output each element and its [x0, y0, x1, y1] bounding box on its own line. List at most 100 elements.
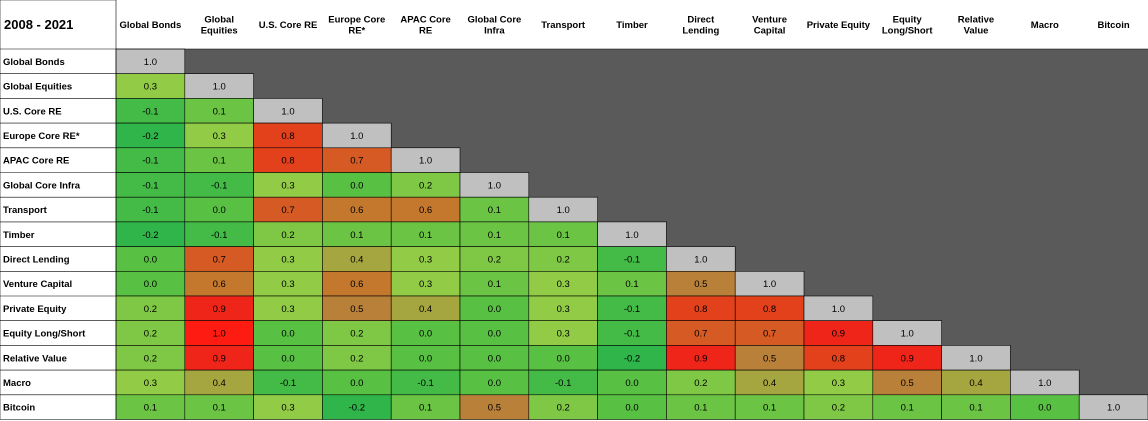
heatmap-cell	[941, 394, 1011, 420]
diagonal-cell	[872, 320, 942, 346]
row-header-venture-capital: Venture Capital	[3, 279, 72, 290]
diagonal-cell	[528, 196, 598, 223]
column-header-line: Global Bonds	[120, 20, 182, 31]
cell-value: 0.0	[350, 378, 363, 389]
heatmap-cell	[184, 122, 254, 149]
cell-value: 0.0	[213, 205, 226, 216]
column-header-line: Global	[204, 15, 234, 26]
heatmap-cell	[253, 147, 323, 173]
column-header-europe-core-re: Europe Core RE*	[328, 15, 385, 37]
row-header-relative-value: Relative Value	[3, 353, 67, 364]
row-header-equity-long-short: Equity Long/Short	[3, 329, 86, 340]
row-header-global-core-infra: Global Core Infra	[3, 180, 81, 191]
heatmap-cell	[322, 147, 392, 173]
cell-value: 1.0	[144, 57, 157, 68]
cell-value: 0.3	[213, 131, 226, 142]
cell-value: 0.0	[488, 378, 501, 389]
cell-value: 0.1	[625, 279, 638, 290]
column-header-bitcoin: Bitcoin	[1097, 20, 1129, 31]
heatmap-cell	[253, 369, 323, 396]
row-header-timber: Timber	[3, 230, 35, 241]
cell-value: 0.3	[557, 279, 570, 290]
heatmap-cell	[253, 122, 323, 149]
cell-value: 0.0	[488, 304, 501, 315]
heatmap-cell	[734, 394, 805, 420]
cell-value: 0.0	[144, 254, 157, 265]
matrix-cells: 1.0 0.3 1.0 -0.1 0.1 1.0 -0.2 0.3 0.8 1.0 -0.1 0.1 0…	[115, 48, 1148, 420]
column-header-line: Capital	[754, 26, 786, 37]
diagonal-cell	[1010, 369, 1080, 396]
cell-value: -0.1	[417, 378, 433, 389]
cell-value: 1.0	[832, 304, 845, 315]
heatmap-cell	[253, 196, 323, 223]
heatmap-cell	[322, 172, 392, 198]
column-header-global-bonds: Global Bonds	[120, 20, 182, 31]
cell-value: 0.5	[694, 279, 707, 290]
cell-value: 0.3	[419, 279, 432, 290]
heatmap-cell	[115, 270, 186, 297]
cell-value: 0.1	[901, 403, 914, 414]
row-header-global-equities: Global Equities	[3, 82, 72, 93]
cell-value: 0.6	[419, 205, 432, 216]
heatmap-cell	[253, 172, 323, 198]
heatmap-cell	[390, 246, 461, 272]
cell-value: 0.9	[213, 353, 226, 364]
column-header-line: Timber	[616, 20, 648, 31]
cell-value: 0.1	[557, 230, 570, 241]
cell-value: 0.4	[969, 378, 982, 389]
cell-value: 0.2	[350, 353, 363, 364]
heatmap-cell	[115, 320, 186, 346]
heatmap-cell	[803, 394, 874, 420]
heatmap-cell	[734, 320, 805, 346]
cell-value: 0.2	[557, 403, 570, 414]
heatmap-cell	[322, 295, 392, 322]
cell-value: 0.0	[625, 378, 638, 389]
diagonal-cell	[597, 221, 667, 247]
row-header-global-bonds: Global Bonds	[3, 57, 65, 68]
column-header-direct-lending: Direct Lending	[682, 15, 719, 37]
cell-value: 1.0	[694, 254, 707, 265]
heatmap-cell	[390, 369, 461, 396]
cell-value: 0.7	[694, 329, 707, 340]
heatmap-cell	[872, 394, 942, 420]
column-header-line: Value	[964, 26, 989, 37]
cell-value: 0.1	[419, 403, 432, 414]
row-headers: Global Bonds Global Equities U.S. Core RE E…	[3, 57, 86, 414]
column-header-line: Infra	[484, 26, 505, 37]
column-header-line: Lending	[682, 26, 719, 37]
heatmap-cell	[459, 246, 530, 272]
cell-value: 0.0	[281, 329, 294, 340]
cell-value: 0.4	[213, 378, 226, 389]
heatmap-cell	[115, 122, 186, 149]
column-header-global-core-infra: Global Core Infra	[467, 15, 521, 37]
cell-value: 0.2	[557, 254, 570, 265]
column-header-line: Long/Short	[882, 26, 933, 37]
column-header-u-s-core-re: U.S. Core RE	[259, 20, 318, 31]
heatmap-cell	[803, 345, 874, 371]
cell-value: 0.1	[213, 403, 226, 414]
cell-value: 0.3	[281, 254, 294, 265]
cell-value: 0.6	[213, 279, 226, 290]
column-header-private-equity: Private Equity	[807, 20, 871, 31]
cell-value: -0.2	[142, 131, 158, 142]
heatmap-cell	[115, 345, 186, 371]
cell-value: 0.3	[419, 254, 432, 265]
cell-value: -0.1	[555, 378, 571, 389]
cell-value: 0.1	[969, 403, 982, 414]
heatmap-cell	[390, 221, 461, 247]
cell-value: 1.0	[281, 106, 294, 117]
heatmap-cell	[597, 295, 667, 322]
cell-value: 0.3	[281, 304, 294, 315]
cell-value: 1.0	[213, 329, 226, 340]
heatmap-cell	[459, 295, 530, 322]
cell-value: 0.2	[144, 304, 157, 315]
row-header-bitcoin: Bitcoin	[3, 403, 35, 414]
row-header-direct-lending: Direct Lending	[3, 254, 70, 265]
cell-value: 1.0	[901, 329, 914, 340]
heatmap-cell	[734, 295, 805, 322]
cell-value: 0.3	[281, 403, 294, 414]
heatmap-cell	[459, 270, 530, 297]
cell-value: 0.9	[213, 304, 226, 315]
cell-value: 0.1	[419, 230, 432, 241]
